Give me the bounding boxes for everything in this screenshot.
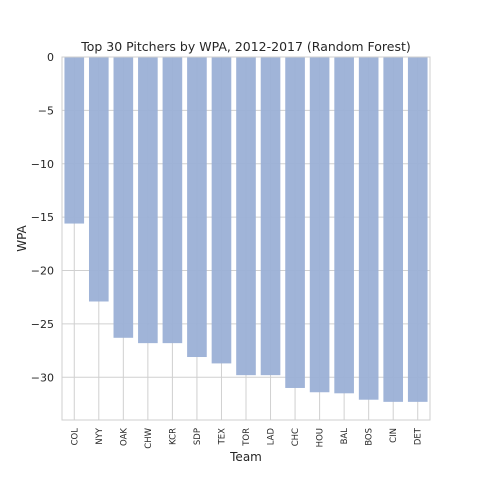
- x-tick-label: CHC: [291, 428, 301, 446]
- bar-layer: [64, 57, 428, 402]
- y-tick-label: −10: [31, 158, 54, 171]
- bar-oak: [113, 57, 134, 338]
- bar-bos: [358, 57, 379, 400]
- bar-col: [64, 57, 85, 224]
- bar-sdp: [187, 57, 207, 358]
- bar-kcr: [162, 57, 183, 344]
- bar-det: [407, 57, 428, 402]
- bar-tex: [211, 57, 232, 364]
- y-axis-label: WPA: [15, 224, 29, 251]
- x-tick-label: CHW: [144, 427, 154, 448]
- x-tick-labels: COL NYY OAK CHW KCR SDP TEX TOR LAD CHC HOU BAL BOS C…: [70, 427, 423, 449]
- plot-frame: [61, 56, 431, 421]
- x-tick-label: NYY: [95, 427, 105, 445]
- bar-bal: [334, 57, 354, 394]
- bar-hou: [309, 57, 330, 393]
- x-tick-label: OAK: [119, 428, 129, 446]
- bar-chw: [138, 57, 158, 344]
- x-tick-label: TEX: [217, 428, 227, 446]
- bar-cin: [383, 57, 404, 402]
- y-tick-label: −30: [31, 371, 54, 384]
- x-tick-label: HOU: [316, 428, 326, 447]
- x-tick-label: BOS: [365, 428, 375, 446]
- y-tick-label: 0: [47, 51, 54, 64]
- x-tick-label: DET: [414, 427, 424, 445]
- chart-title: Top 30 Pitchers by WPA, 2012-2017 (Rando…: [80, 39, 411, 54]
- x-axis-label: Team: [229, 450, 262, 464]
- x-tick-label: KCR: [168, 428, 178, 445]
- bar-nyy: [88, 57, 109, 302]
- y-tick-label: −15: [31, 211, 54, 224]
- y-tick-label: −25: [31, 318, 54, 331]
- x-tick-label: LAD: [267, 428, 277, 446]
- y-tick-label: −20: [31, 265, 54, 278]
- x-tick-label: TOR: [242, 428, 252, 447]
- y-tick-labels: 0 −5 −10 −15 −20 −25 −30: [31, 51, 54, 384]
- bar-lad: [260, 57, 281, 376]
- x-tick-label: BAL: [340, 428, 350, 445]
- y-tick-label: −5: [38, 104, 54, 117]
- bar-chc: [285, 57, 305, 388]
- x-tick-label: CIN: [389, 428, 399, 443]
- bar-tor: [236, 57, 256, 376]
- x-tick-label: SDP: [193, 428, 203, 445]
- x-tick-label: COL: [70, 428, 80, 446]
